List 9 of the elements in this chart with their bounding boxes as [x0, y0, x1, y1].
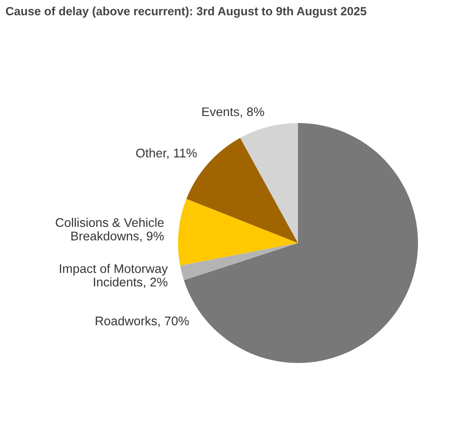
- slice-label: Impact of Motorway Incidents, 2%: [60, 264, 168, 288]
- pie-slice: [180, 243, 298, 280]
- chart-title: Cause of delay (above recurrent): 3rd August to 9th August 2025: [6, 6, 366, 18]
- slice-label: Events, 8%: [202, 107, 264, 118]
- slice-label: Other, 11%: [136, 148, 197, 159]
- slice-label: Collisions & Vehicle Breakdowns, 9%: [56, 218, 164, 242]
- pie-slice: [240, 123, 298, 243]
- slice-label: Roadworks, 70%: [96, 316, 189, 327]
- pie-slice: [178, 198, 298, 266]
